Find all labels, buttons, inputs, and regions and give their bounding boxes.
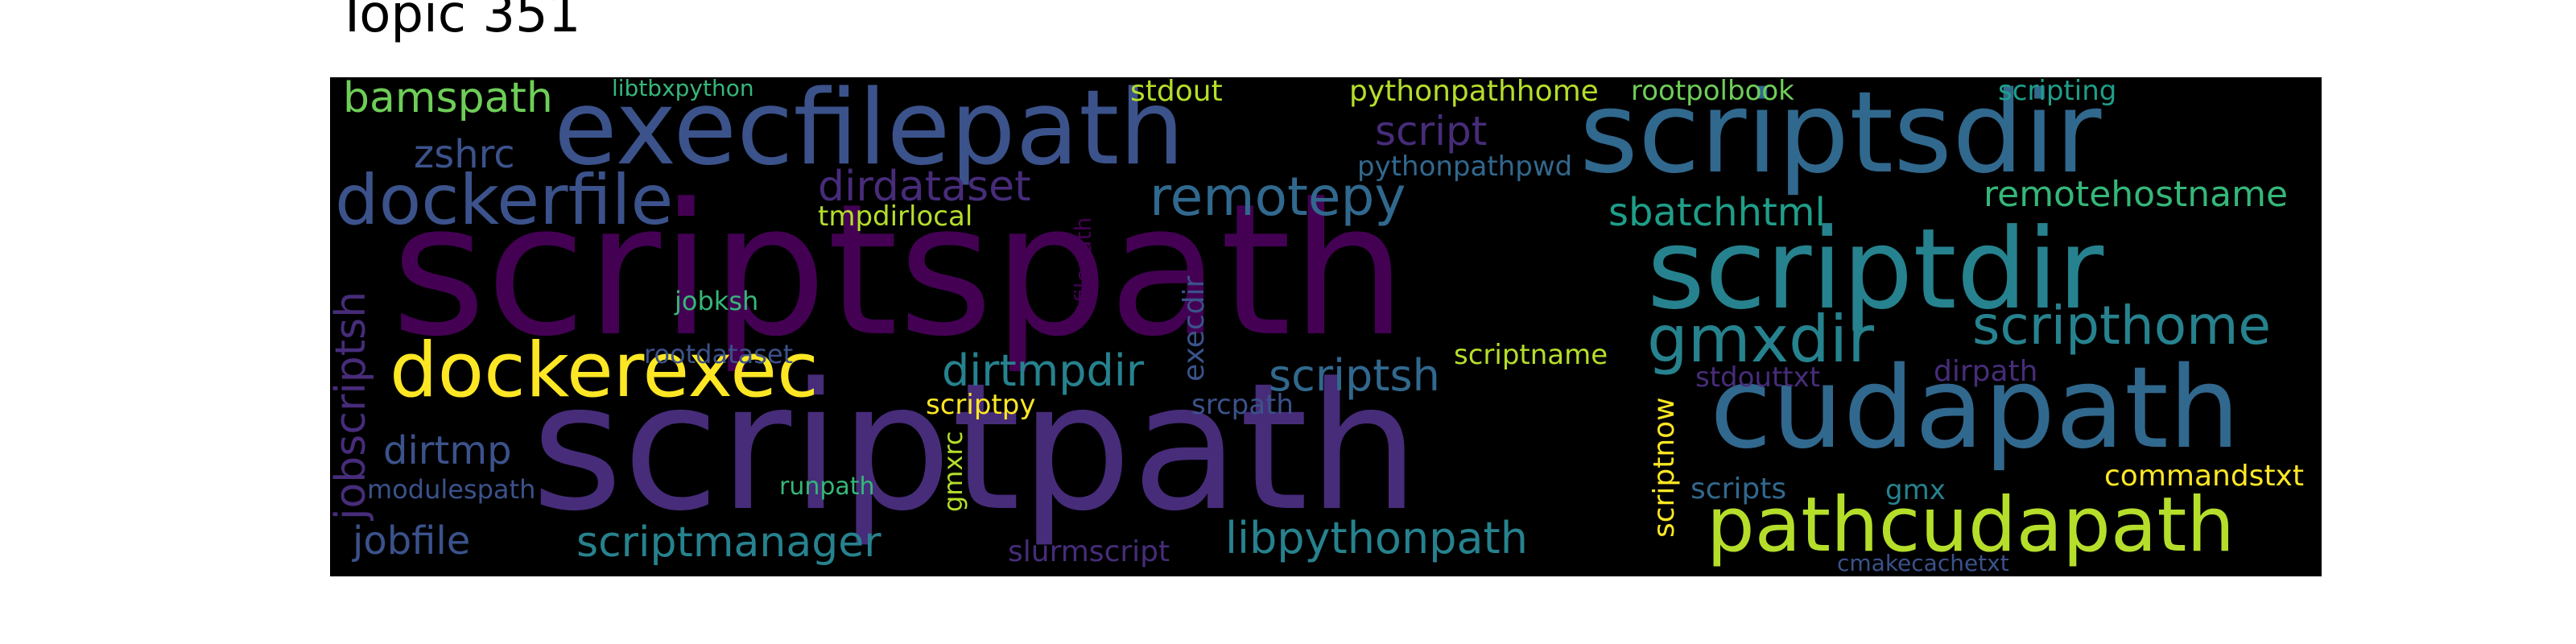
- word-tmpdirlocal: tmpdirlocal: [818, 200, 973, 233]
- word-jobksh: jobksh: [675, 286, 759, 316]
- word-remotepy: remotepy: [1150, 166, 1406, 228]
- word-srcpath: srcpath: [1191, 389, 1294, 421]
- word-scriptpy: scriptpy: [926, 389, 1036, 421]
- word-commandstxt: commandstxt: [2104, 460, 2304, 493]
- word-scriptsh: scriptsh: [1269, 350, 1440, 401]
- word-libtbxpython: libtbxpython: [612, 77, 754, 101]
- word-scriptdir: scriptdir: [1647, 204, 2104, 334]
- word-remotehostname: remotehostname: [1984, 174, 2289, 215]
- word-gmxrc: gmxrc: [938, 431, 968, 512]
- word-cudapath: cudapath: [1710, 343, 2240, 474]
- word-rootpolbook: rootpolbook: [1631, 77, 1794, 107]
- word-modulespath: modulespath: [367, 474, 536, 505]
- word-dockerexec: dockerexec: [390, 327, 819, 415]
- word-cloud: scriptspath scriptpath execfilepath scri…: [330, 77, 2322, 576]
- word-dirtmpdir: dirtmpdir: [942, 345, 1145, 396]
- word-gmx: gmx: [1885, 474, 1946, 506]
- word-scriptmanager: scriptmanager: [576, 518, 881, 567]
- word-pythonpathpwd: pythonpathpwd: [1357, 151, 1573, 183]
- word-execdir: execdir: [1178, 275, 1211, 382]
- word-libpythonpath: libpythonpath: [1225, 513, 1528, 564]
- word-scripthome: scripthome: [1972, 295, 2272, 357]
- word-stdouttxt: stdouttxt: [1695, 361, 1821, 394]
- word-runpath: runpath: [779, 473, 875, 501]
- word-scriptsdir: scriptsdir: [1579, 77, 2102, 199]
- word-gmxdir: gmxdir: [1647, 302, 1874, 377]
- word-bamspath: bamspath: [343, 77, 553, 122]
- word-jobscriptsh: jobscriptsh: [330, 291, 375, 520]
- plot-title: Topic 351: [336, 0, 581, 44]
- word-zshrc: zshrc: [414, 132, 515, 177]
- word-dirpath: dirpath: [1934, 355, 2038, 388]
- word-scripting: scripting: [1998, 77, 2117, 107]
- word-script: script: [1375, 108, 1488, 155]
- word-filepath: filepath: [1070, 217, 1096, 303]
- word-jobfile: jobfile: [353, 518, 471, 564]
- word-rootdataset: rootdataset: [644, 339, 794, 369]
- word-slurmscript: slurmscript: [1008, 535, 1170, 568]
- word-scripts: scripts: [1690, 473, 1787, 506]
- word-dirtmp: dirtmp: [383, 428, 512, 473]
- word-scriptpath: scriptpath: [531, 346, 1420, 550]
- word-scriptname: scriptname: [1454, 339, 1608, 371]
- word-sbatchhtml: sbatchhtml: [1608, 190, 1826, 235]
- word-stdout: stdout: [1130, 77, 1223, 108]
- word-dirdataset: dirdataset: [818, 163, 1031, 211]
- word-scriptspath: scriptspath: [391, 165, 1407, 377]
- word-pathcudapath: pathcudapath: [1707, 481, 2235, 569]
- word-cmakecachetxt: cmakecachetxt: [1837, 550, 2009, 576]
- word-dockerfile: dockerfile: [335, 160, 674, 241]
- word-execfilepath: execfilepath: [554, 77, 1185, 188]
- word-pythonpathhome: pythonpathhome: [1349, 77, 1599, 108]
- word-scriptnow: scriptnow: [1648, 397, 1681, 538]
